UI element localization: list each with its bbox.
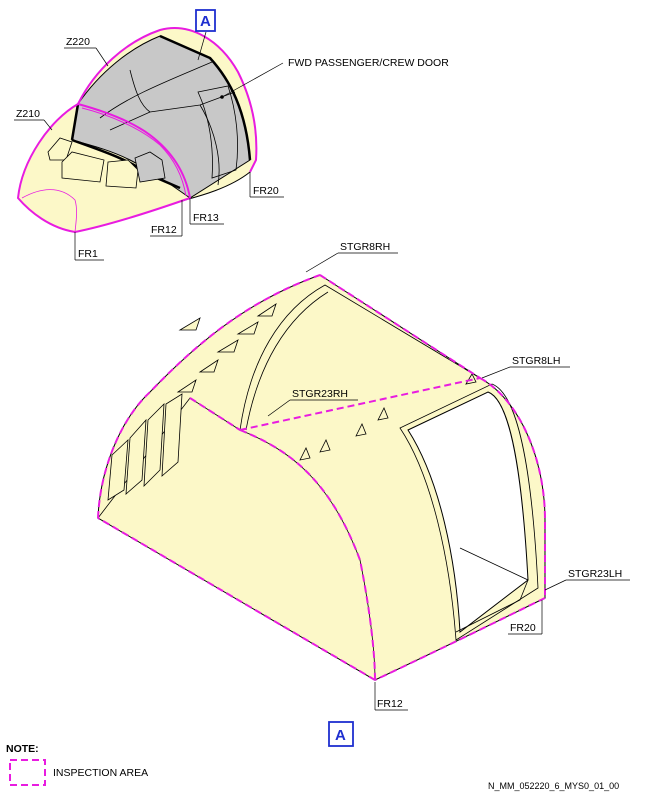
label-z220: Z220 (66, 36, 90, 48)
radome-curve (21, 189, 77, 233)
zone-z210-outline (16, 102, 192, 234)
legend-dashed-swatch (9, 759, 46, 786)
cabin-bold-edge-left (70, 103, 80, 141)
detail-a-view: STGR8RH STGR23RH STGR8LH STGR23LH FR20 F… (97, 241, 630, 747)
cockpit-window-4 (134, 151, 166, 183)
legend-text: INSPECTION AREA (53, 767, 148, 779)
leader-view-a (197, 31, 207, 61)
leader-stgr23rh (267, 399, 291, 417)
cabin-bold-edge-top (159, 34, 252, 161)
nose-section-view: Z220 Z210 FWD PASSENGER/CREW DOOR FR1 FR… (14, 9, 449, 261)
label-fr12-detail: FR12 (377, 698, 403, 710)
label-fr1: FR1 (78, 248, 98, 260)
cabin-inner-line-2 (109, 91, 236, 131)
leader-z210 (43, 119, 53, 131)
label-stgr8rh: STGR8RH (340, 241, 390, 253)
cockpit-window-2 (61, 151, 105, 183)
door-opening-surround (399, 383, 539, 641)
leader-stgr8lh (481, 366, 511, 379)
note-legend: NOTE: INSPECTION AREA (6, 743, 148, 786)
leader-stgr8rh (305, 252, 339, 273)
frame-ribs (107, 303, 277, 501)
document-id: N_MM_052220_6_MYS0_01_00 (488, 781, 619, 791)
cockpit-window-3 (105, 159, 139, 189)
label-stgr8lh: STGR8LH (512, 355, 560, 367)
view-marker-label-bottom: A (335, 727, 346, 744)
label-fr13: FR13 (193, 212, 219, 224)
label-door: FWD PASSENGER/CREW DOOR (288, 57, 449, 69)
view-marker-box-bottom (328, 721, 354, 747)
zone-inner-outline (81, 107, 187, 197)
rear-floor-edge (455, 547, 529, 633)
cabin-inner-line-1 (99, 61, 213, 119)
view-marker-label-top: A (200, 13, 211, 30)
detail-crown-inner-2 (245, 291, 329, 431)
label-fr20-detail: FR20 (510, 622, 536, 634)
cabin-inner-line-3 (129, 69, 151, 113)
cabin-inner-line-4 (199, 104, 220, 186)
leader-z220 (95, 47, 109, 67)
detail-crown-inner (239, 284, 481, 431)
cockpit-window-1 (47, 137, 73, 161)
zone-z220-outline (77, 27, 258, 173)
label-stgr23lh: STGR23LH (568, 568, 622, 580)
label-stgr23rh: STGR23RH (292, 388, 348, 400)
door-outline (197, 85, 238, 179)
inspection-area-outline (97, 274, 546, 681)
leader-stgr23lh (544, 579, 567, 591)
leader-door (221, 62, 284, 98)
label-fr12-top: FR12 (151, 224, 177, 236)
label-z210: Z210 (16, 108, 40, 120)
note-title: NOTE: (6, 743, 39, 755)
label-fr20-top: FR20 (253, 185, 279, 197)
view-marker-box-top (195, 9, 216, 32)
